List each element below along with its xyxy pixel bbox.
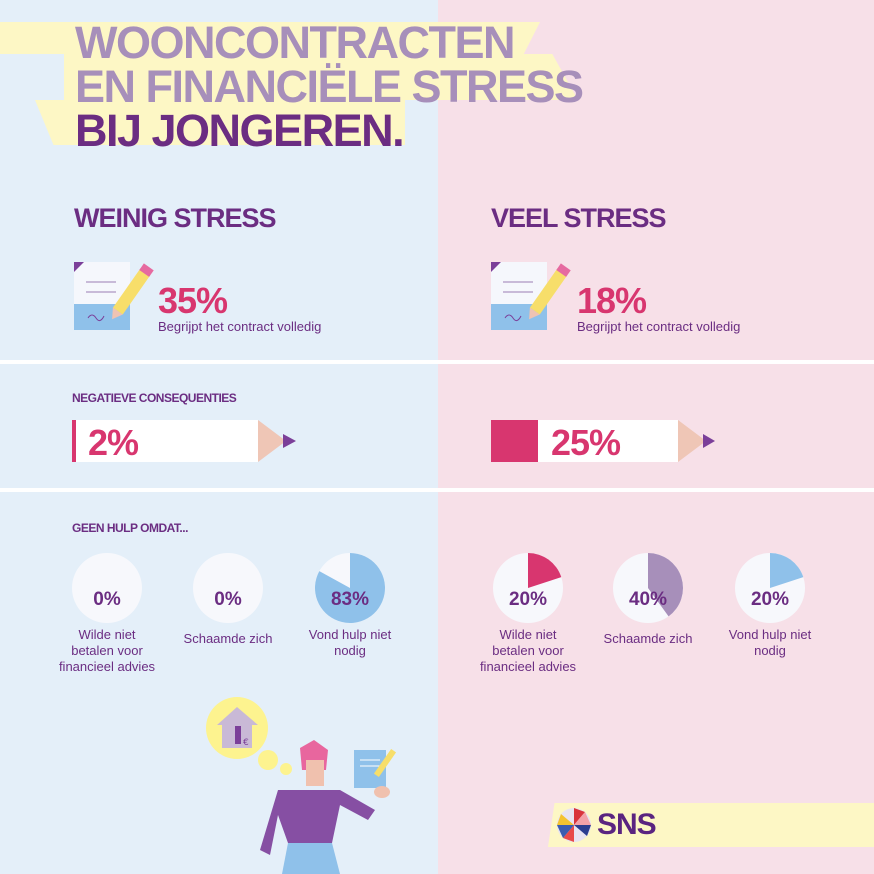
logo-band bbox=[548, 803, 874, 847]
woman-illustration: € bbox=[206, 697, 397, 874]
pie-category-label: Vond hulp niet nodig bbox=[728, 627, 812, 658]
pie-value: 20% bbox=[750, 589, 790, 610]
pie-value: 0% bbox=[93, 589, 121, 610]
pencil-fill-low bbox=[72, 420, 76, 462]
sns-logo-text: SNS bbox=[597, 808, 657, 841]
pie-category-label: Vond hulp niet nodig bbox=[308, 627, 392, 658]
contract-caption-high: Begrijpt het contract volledig bbox=[577, 319, 741, 334]
title-line-1: WOONCONTRACTEN bbox=[75, 17, 515, 68]
heading-high-stress: VEEL STRESS bbox=[491, 203, 667, 233]
contract-percent-low: 35% bbox=[158, 280, 228, 321]
title-highlight bbox=[64, 54, 578, 100]
pie-slice bbox=[770, 553, 804, 588]
pie-category-label: Wilde niet betalen voor financieel advie… bbox=[58, 627, 156, 674]
shirt bbox=[260, 790, 375, 855]
heading-low-stress: WEINIG STRESS bbox=[74, 203, 277, 233]
pie-value: 20% bbox=[508, 589, 548, 610]
no-help-heading: GEEN HULP OMDAT... bbox=[72, 521, 188, 535]
contract-pencil-icon bbox=[491, 262, 571, 330]
divider bbox=[0, 360, 874, 364]
contract-pencil-icon bbox=[74, 262, 154, 330]
pencil-tip-icon bbox=[258, 420, 296, 462]
pie-slice bbox=[648, 553, 684, 617]
skirt bbox=[282, 843, 340, 874]
pie-category-label: Schaamde zich bbox=[183, 631, 273, 646]
pie-slice bbox=[315, 553, 385, 624]
sns-logo-icon bbox=[557, 808, 591, 842]
pie-value: 83% bbox=[330, 589, 370, 610]
contract-percent-high: 18% bbox=[577, 280, 647, 321]
title-line-3: BIJ JONGEREN. bbox=[75, 105, 405, 156]
pie-value: 40% bbox=[628, 589, 668, 610]
pencil-fill-high bbox=[491, 420, 538, 462]
pie-background bbox=[72, 553, 142, 623]
divider bbox=[0, 488, 874, 492]
pie-slice bbox=[528, 553, 562, 588]
title-highlight bbox=[35, 100, 405, 145]
pie-background bbox=[193, 553, 263, 623]
pencil-bar-low bbox=[72, 420, 258, 462]
negative-value-high: 25% bbox=[551, 422, 621, 463]
title-line-2: EN FINANCIËLE STRESS bbox=[75, 61, 584, 112]
pencil-tip-icon bbox=[678, 420, 715, 462]
title-highlight bbox=[0, 22, 540, 54]
pie-category-label: Wilde niet betalen voor financieel advie… bbox=[479, 627, 577, 674]
svg-text:€: € bbox=[243, 738, 249, 748]
negative-value-low: 2% bbox=[88, 422, 139, 463]
pie-value: 0% bbox=[214, 589, 242, 610]
pie-category-label: Schaamde zich bbox=[603, 631, 693, 646]
negative-consequences-heading: NEGATIEVE CONSEQUENTIES bbox=[72, 391, 237, 405]
contract-caption-low: Begrijpt het contract volledig bbox=[158, 319, 322, 334]
